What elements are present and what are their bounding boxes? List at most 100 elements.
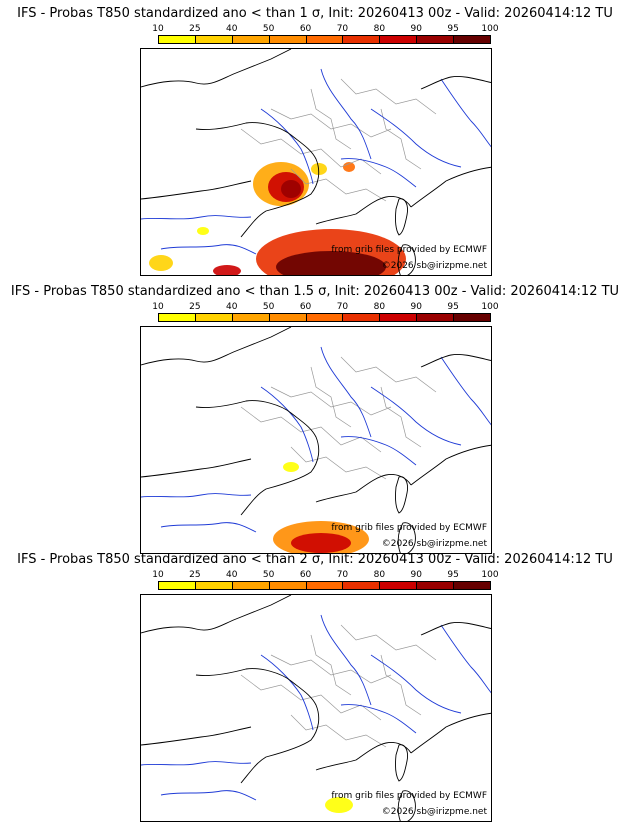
region-border — [290, 168, 387, 202]
region-border — [310, 88, 352, 150]
copyright-credit: ©2026 sb@irizpme.net — [381, 261, 487, 271]
probability-panel-1-5sigma: IFS - Probas T850 standardized ano < tha… — [0, 278, 630, 554]
probability-map: from grib files provided by ECMWF ©2026 … — [140, 48, 492, 276]
colorbar-swatch — [194, 35, 233, 44]
colorbar-tick-label: 50 — [262, 24, 275, 34]
colorbar-swatch — [342, 313, 381, 322]
colorbar-swatch — [453, 581, 491, 590]
river — [370, 386, 462, 446]
region-border — [380, 108, 422, 170]
coastline — [315, 742, 412, 771]
colorbar-tick-label: 95 — [447, 302, 459, 312]
corsica-coastline — [395, 476, 408, 514]
probability-area — [149, 255, 173, 271]
colorbar-swatch — [268, 581, 307, 590]
probability-area — [283, 462, 299, 472]
colorbar-tick-label: 25 — [189, 302, 201, 312]
colorbar-tick-label: 80 — [373, 302, 386, 312]
colorbar: 10 25 40 50 60 70 80 90 95 100 — [152, 302, 499, 323]
river — [440, 624, 491, 694]
colorbar-swatch — [379, 313, 418, 322]
colorbar-swatch — [231, 313, 270, 322]
colorbar-tick-label: 70 — [336, 302, 349, 312]
colorbar-tick-label: 80 — [373, 24, 386, 34]
colorbar-tick-label: 40 — [226, 24, 238, 34]
colorbar-swatch — [416, 581, 455, 590]
colorbar: 10 25 40 50 60 70 80 90 95 100 — [152, 24, 499, 45]
data-source-credit: from grib files provided by ECMWF — [331, 245, 487, 255]
sardinia-coastline — [397, 522, 416, 553]
river — [340, 436, 417, 466]
colorbar-swatch — [268, 35, 307, 44]
corsica-coastline — [395, 744, 408, 782]
colorbar-tick-label: 10 — [152, 24, 164, 34]
probability-map: from grib files provided by ECMWF ©2026 … — [140, 594, 492, 822]
probability-area — [276, 251, 386, 275]
colorbar-tick-label: 10 — [152, 570, 164, 580]
region-border — [310, 634, 352, 696]
river — [260, 108, 314, 185]
coastline — [141, 327, 292, 366]
coastline — [141, 180, 252, 200]
sardinia-coastline — [397, 790, 416, 821]
corsica-coastline — [395, 198, 408, 236]
coastline — [141, 726, 252, 746]
coastline — [410, 166, 491, 208]
river — [440, 356, 491, 426]
river — [160, 244, 257, 255]
colorbar-tick-label: 60 — [299, 24, 312, 34]
river — [370, 654, 462, 714]
river — [440, 78, 491, 148]
region-border — [380, 386, 422, 448]
river — [141, 215, 252, 220]
sardinia-coastline — [397, 244, 416, 275]
colorbar-swatch — [379, 35, 418, 44]
river — [141, 493, 252, 498]
data-source-credit: from grib files provided by ECMWF — [331, 791, 487, 801]
colorbar-swatch — [416, 313, 455, 322]
colorbar-tick-label: 95 — [447, 24, 459, 34]
colorbar-tick-label: 70 — [336, 570, 349, 580]
probability-panel-2sigma: IFS - Probas T850 standardized ano < tha… — [0, 546, 630, 822]
probability-area — [281, 180, 301, 198]
coastline — [410, 712, 491, 754]
probability-area — [343, 162, 355, 172]
river — [320, 68, 372, 160]
coastline — [141, 49, 292, 88]
colorbar-tick-label: 25 — [189, 570, 201, 580]
colorbar-tick-label: 90 — [410, 302, 422, 312]
colorbar-tick-label: 70 — [336, 24, 349, 34]
colorbar-swatch — [305, 313, 344, 322]
coastline — [195, 400, 320, 516]
coastline — [420, 76, 491, 90]
colorbar-tick-label: 90 — [410, 24, 422, 34]
colorbar: 10 25 40 50 60 70 80 90 95 100 — [152, 570, 499, 591]
probability-area — [213, 265, 241, 275]
colorbar-swatch — [194, 313, 233, 322]
copyright-credit: ©2026 sb@irizpme.net — [381, 539, 487, 549]
region-border — [290, 446, 387, 480]
colorbar-tick-label: 40 — [226, 302, 238, 312]
colorbar-tick-label: 50 — [262, 302, 275, 312]
data-source-credit: from grib files provided by ECMWF — [331, 523, 487, 533]
colorbar-swatch — [305, 35, 344, 44]
panel-title: IFS - Probas T850 standardized ano < tha… — [10, 284, 620, 299]
colorbar-tick-label: 80 — [373, 570, 386, 580]
region-border — [270, 654, 392, 684]
coastline — [315, 196, 412, 225]
colorbar-tick-label: 50 — [262, 570, 275, 580]
colorbar-swatch — [342, 35, 381, 44]
map-canvas — [141, 49, 491, 275]
colorbar-tick-label: 60 — [299, 302, 312, 312]
coastline — [420, 622, 491, 636]
region-border — [340, 624, 437, 661]
region-border — [290, 714, 387, 748]
probability-area — [325, 797, 353, 813]
river — [160, 790, 257, 801]
colorbar-swatch — [342, 581, 381, 590]
region-border — [340, 356, 437, 393]
coastline — [141, 458, 252, 478]
river — [260, 654, 314, 731]
coastline — [420, 354, 491, 368]
panel-title: IFS - Probas T850 standardized ano < tha… — [17, 6, 613, 21]
